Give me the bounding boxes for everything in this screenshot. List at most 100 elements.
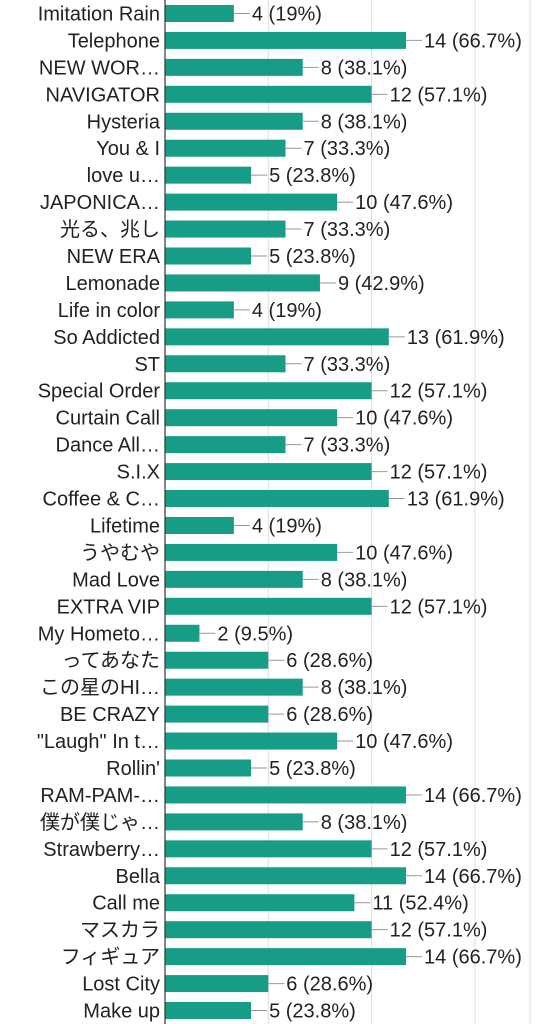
value-label: 10 (47.6%): [355, 731, 453, 753]
value-label: 13 (61.9%): [407, 327, 505, 349]
category-label: マスカラ: [80, 920, 160, 942]
category-label: フィギュア: [61, 946, 160, 969]
bar: [165, 328, 389, 346]
bar: [165, 678, 303, 696]
category-label: 光る、兆し: [60, 218, 160, 241]
value-label: 8 (38.1%): [321, 812, 408, 834]
bar: [165, 948, 407, 966]
category-label: Make up: [83, 1001, 160, 1023]
category-label: この星のHI…: [40, 677, 160, 699]
bar: [165, 355, 286, 373]
bar: [165, 975, 269, 993]
value-label: 6 (28.6%): [286, 650, 373, 672]
value-label: 13 (61.9%): [407, 489, 505, 511]
bar: [165, 705, 269, 723]
bar: [165, 813, 303, 831]
value-label: 14 (66.7%): [424, 866, 522, 888]
category-label: You & I: [96, 138, 160, 160]
category-label: Life in color: [58, 300, 161, 322]
value-label: 10 (47.6%): [355, 408, 453, 430]
value-label: 8 (38.1%): [321, 57, 408, 79]
bar: [165, 1002, 252, 1020]
value-labels: 4 (19%) 14 (66.7%) 8 (38.1%) 12 (57.1%) 8 (3…: [199, 3, 522, 1023]
bar: [165, 651, 269, 669]
value-label: 12 (57.1%): [390, 381, 488, 403]
category-label: Curtain Call: [56, 408, 160, 430]
value-label: 11 (52.4%): [372, 893, 468, 915]
bar: [165, 382, 372, 400]
category-label: Rollin': [106, 758, 160, 780]
category-label: Call me: [92, 893, 160, 915]
value-label: 7 (33.3%): [304, 138, 391, 160]
value-label: 6 (28.6%): [286, 974, 373, 996]
bar: [165, 112, 303, 130]
category-label: Imitation Rain: [38, 3, 160, 25]
category-label: love u…: [87, 165, 160, 187]
category-label: Lost City: [82, 974, 160, 996]
bar: [165, 220, 286, 238]
bar: [165, 139, 286, 157]
category-label: Lemonade: [65, 273, 160, 295]
value-label: 4 (19%): [252, 300, 322, 322]
value-label: 8 (38.1%): [321, 677, 408, 699]
category-label: NAVIGATOR: [46, 84, 160, 106]
bar: [165, 624, 200, 642]
category-label: Strawberry…: [43, 839, 160, 861]
bar: [165, 732, 338, 750]
value-label: 12 (57.1%): [390, 84, 488, 106]
category-label: Special Order: [38, 381, 161, 403]
value-label: 5 (23.8%): [269, 165, 356, 187]
category-label: So Addicted: [53, 327, 160, 349]
category-label: ST: [134, 354, 160, 376]
bar: [165, 274, 320, 292]
bars: [165, 4, 407, 1020]
value-label: 5 (23.8%): [269, 758, 356, 780]
category-label: EXTRA VIP: [57, 596, 160, 618]
value-label: 7 (33.3%): [304, 435, 391, 457]
value-label: 7 (33.3%): [304, 354, 391, 376]
value-label: 12 (57.1%): [390, 596, 488, 618]
bar: [165, 894, 355, 912]
category-label: RAM-PAM-…: [40, 785, 160, 807]
category-label: Telephone: [68, 30, 160, 52]
value-label: 8 (38.1%): [321, 111, 408, 133]
bar: [165, 193, 338, 211]
category-label: Mad Love: [72, 569, 160, 591]
category-label: Hysteria: [87, 111, 161, 133]
bar: [165, 597, 372, 615]
bar: [165, 31, 407, 49]
value-label: 5 (23.8%): [269, 1001, 356, 1023]
value-label: 8 (38.1%): [321, 569, 408, 591]
category-label: My Hometo…: [38, 623, 160, 645]
category-label: S.I.X: [117, 462, 160, 484]
value-label: 7 (33.3%): [304, 219, 391, 241]
bar: [165, 543, 338, 561]
category-label: NEW ERA: [67, 246, 161, 268]
category-labels: Imitation Rain Telephone NEW WOR… NAVIGATOR…: [37, 3, 161, 1022]
value-label: 10 (47.6%): [355, 542, 453, 564]
bar: [165, 436, 286, 454]
category-label: Coffee & C…: [43, 489, 160, 511]
bar: [165, 570, 303, 588]
category-label: NEW WOR…: [39, 57, 160, 79]
category-label: 僕が僕じゃ…: [40, 811, 160, 834]
value-label: 12 (57.1%): [390, 839, 488, 861]
value-label: 4 (19%): [252, 515, 322, 537]
bar: [165, 840, 372, 858]
bar: [165, 516, 234, 534]
value-label: 10 (47.6%): [355, 192, 453, 214]
bar: [165, 867, 407, 885]
value-label: 12 (57.1%): [390, 920, 488, 942]
category-label: Lifetime: [90, 515, 160, 537]
value-label: 14 (66.7%): [424, 785, 522, 807]
value-label: 14 (66.7%): [424, 947, 522, 969]
bar: [165, 85, 372, 103]
bar: [165, 786, 407, 804]
category-label: BE CRAZY: [60, 704, 160, 726]
bar: [165, 4, 234, 22]
category-label: "Laugh" In t…: [37, 731, 160, 753]
value-label: 14 (66.7%): [424, 30, 522, 52]
category-label: Bella: [116, 866, 161, 888]
bar: [165, 58, 303, 76]
